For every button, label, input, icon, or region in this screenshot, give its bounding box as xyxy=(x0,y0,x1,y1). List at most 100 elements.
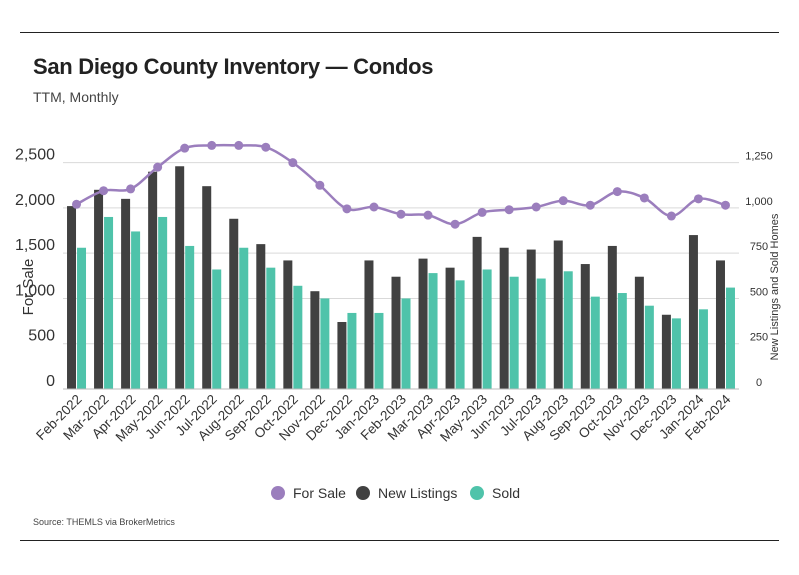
y-tick-label: 0 xyxy=(46,373,55,390)
right-axis: 0 250 500 750 1,000 1,250 xyxy=(745,151,773,389)
new-listings-bar xyxy=(148,171,158,389)
new-listings-bar xyxy=(418,258,428,389)
new-listings-bar xyxy=(121,198,131,389)
y2-tick-label: 0 xyxy=(756,377,762,389)
sold-bar xyxy=(104,216,114,389)
for-sale-point xyxy=(423,210,433,220)
for-sale-point xyxy=(693,194,703,204)
legend-swatch xyxy=(271,486,285,500)
x-axis: Feb-2022Mar-2022Apr-2022May-2022Jun-2022… xyxy=(33,388,739,445)
for-sale-point xyxy=(720,200,730,210)
new-listings-bar xyxy=(526,249,536,389)
new-listings-bar xyxy=(553,240,563,389)
new-listings-bar xyxy=(256,244,266,389)
left-axis: 0 500 1,000 1,500 2,000 2,500 xyxy=(15,147,55,390)
for-sale-point xyxy=(72,199,82,209)
for-sale-point xyxy=(315,180,325,190)
legend: For Sale New Listings Sold xyxy=(271,485,520,501)
for-sale-point xyxy=(99,186,109,196)
new-listings-bar xyxy=(391,276,401,389)
sold-bar xyxy=(239,247,249,389)
for-sale-point xyxy=(369,202,379,212)
source-note: Source: THEMLS via BrokerMetrics xyxy=(33,517,175,527)
sold-bar xyxy=(158,216,168,389)
sold-bar xyxy=(428,273,438,389)
y-tick-label: 1,500 xyxy=(15,237,55,254)
legend-swatch xyxy=(356,486,370,500)
sold-bar xyxy=(509,276,519,389)
y2-tick-label: 750 xyxy=(750,241,768,253)
new-listings-bar xyxy=(337,321,347,389)
sold-bar xyxy=(185,245,195,389)
sold-bar xyxy=(401,298,411,389)
for-sale-point xyxy=(477,207,487,217)
new-listings-bar xyxy=(499,247,509,389)
legend-swatch xyxy=(470,486,484,500)
for-sale-point xyxy=(207,140,217,150)
new-listings-bar xyxy=(67,206,77,389)
top-rule xyxy=(20,32,779,33)
sold-bar xyxy=(644,305,654,389)
y-tick-label: 2,000 xyxy=(15,192,55,209)
sold-bar xyxy=(212,269,222,389)
new-listings-bar xyxy=(472,236,482,389)
new-listings-bar xyxy=(310,291,320,389)
for-sale-point xyxy=(612,187,622,197)
chart-subtitle: TTM, Monthly xyxy=(33,89,119,105)
for-sale-point xyxy=(558,196,568,206)
bottom-rule xyxy=(20,540,779,541)
new-listings-bar xyxy=(688,235,698,389)
for-sale-point xyxy=(531,202,541,212)
new-listings-bar xyxy=(445,267,455,389)
for-sale-point xyxy=(639,193,649,203)
for-sale-point xyxy=(666,211,676,221)
sold-bar xyxy=(536,278,546,389)
new-listings-bar xyxy=(202,186,212,389)
legend-label: Sold xyxy=(492,485,520,501)
new-listings-bar xyxy=(634,276,644,389)
for-sale-point xyxy=(585,200,595,210)
y-tick-label: 1,000 xyxy=(15,282,55,299)
for-sale-point xyxy=(126,184,136,194)
sold-bar xyxy=(320,298,330,389)
y-tick-label: 500 xyxy=(28,328,55,345)
sold-bar xyxy=(698,309,708,389)
y-axis-label: For Sale xyxy=(20,259,37,316)
y2-tick-label: 500 xyxy=(750,286,768,298)
for-sale-point xyxy=(396,209,406,219)
y2-tick-label: 1,250 xyxy=(745,151,773,163)
bar-series xyxy=(67,166,735,389)
for-sale-point xyxy=(342,204,352,214)
legend-for-sale: For Sale xyxy=(271,485,346,501)
sold-bar xyxy=(131,231,141,389)
new-listings-bar xyxy=(607,245,617,389)
for-sale-point xyxy=(450,219,460,229)
y-tick-label: 2,500 xyxy=(15,147,55,164)
for-sale-point xyxy=(180,143,190,153)
legend-label: New Listings xyxy=(378,485,457,501)
new-listings-bar xyxy=(94,189,104,389)
for-sale-line-series xyxy=(72,140,730,229)
y2-axis-label: New Listings and Sold Homes xyxy=(769,213,781,360)
chart-title: San Diego County Inventory — Condos xyxy=(33,54,434,79)
sold-bar xyxy=(617,293,627,389)
new-listings-bar xyxy=(175,166,185,389)
for-sale-point xyxy=(288,158,298,168)
y2-tick-label: 1,000 xyxy=(745,196,773,208)
legend-new-listings: New Listings xyxy=(356,485,457,501)
for-sale-point xyxy=(504,205,514,215)
sold-bar xyxy=(266,267,276,389)
new-listings-bar xyxy=(580,264,590,389)
sold-bar xyxy=(482,269,492,389)
sold-bar xyxy=(347,312,357,389)
legend-sold: Sold xyxy=(470,485,520,501)
new-listings-bar xyxy=(715,260,725,389)
new-listings-bar xyxy=(229,218,239,389)
sold-bar xyxy=(563,271,573,389)
new-listings-bar xyxy=(283,260,293,389)
new-listings-bar xyxy=(661,314,671,389)
sold-bar xyxy=(77,247,87,389)
sold-bar xyxy=(455,280,465,389)
sold-bar xyxy=(293,285,303,389)
